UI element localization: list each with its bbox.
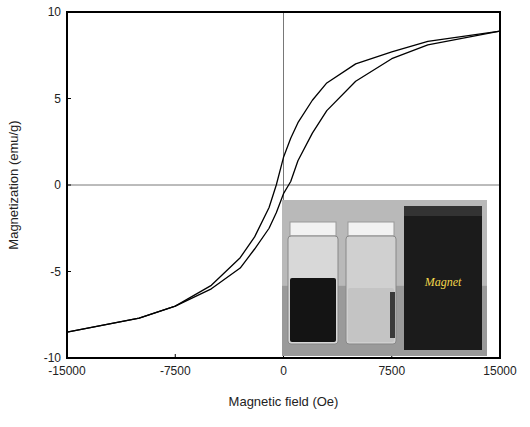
attracted-particles [390,292,395,338]
y-tick-label: 10 [48,5,62,19]
vial-cap [290,222,336,236]
x-tick-label: 15000 [483,364,517,378]
x-tick-label: 7500 [378,364,405,378]
x-tick [67,354,68,358]
y-tick [67,185,71,186]
x-tick-label: -15000 [48,364,86,378]
zero-line-y [67,185,500,186]
vial-liquid-dark [290,278,336,342]
magnet-label: Magnet [424,275,462,289]
x-tick [175,354,176,358]
magnet-top [404,206,482,216]
inset-photo: Magnet [282,200,487,356]
chart: -15000 -7500 0 7500 15000 -10 -5 0 5 10 Magnetic f… [0,0,530,427]
x-tick-label: -7500 [160,364,191,378]
vial-glass [288,236,338,344]
y-tick [67,358,71,359]
y-tick [67,12,71,13]
vial-glass [346,236,396,344]
y-axis-title: Magnetization (emu/g) [6,120,21,249]
y-tick [67,271,71,272]
magnet-block [404,206,482,350]
y-tick-label: -5 [50,265,61,279]
vial-cap [348,222,394,236]
y-tick-label: 5 [54,92,61,106]
y-tick [67,98,71,99]
inset-background [282,200,487,356]
plot-frame [67,12,500,358]
x-tick [500,354,501,358]
x-tick-label: 0 [280,364,287,378]
y-tick-label: -10 [44,351,62,365]
vial-liquid-clear [348,288,394,342]
y-tick-label: 0 [54,178,61,192]
x-axis-title: Magnetic field (Oe) [229,394,339,409]
